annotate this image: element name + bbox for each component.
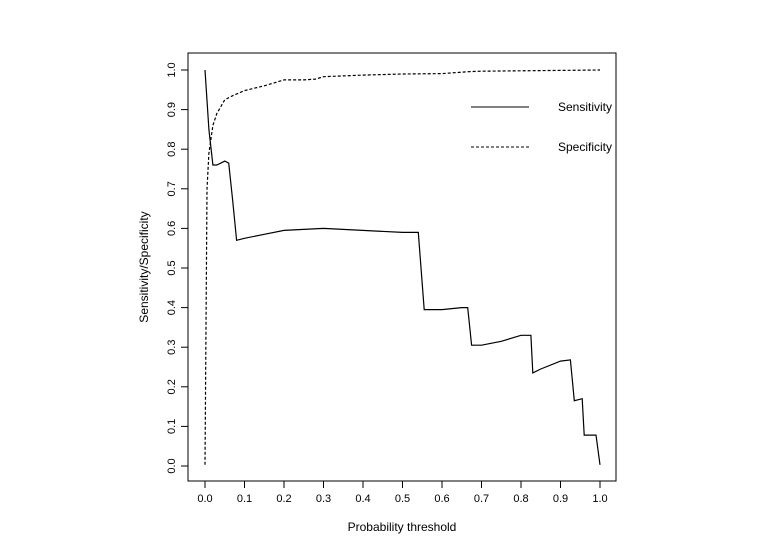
series-layer [204, 69, 601, 465]
y-tick-label: 0.3 [166, 340, 178, 355]
x-axis-label: Probability threshold [348, 520, 457, 534]
y-axis: 0.0 0.1 0.2 0.3 0.4 0.5 0.6 0.7 0.8 0.9 1.0 [166, 62, 188, 474]
legend-label-sensitivity: Sensitivity [558, 100, 612, 114]
y-tick-label: 0.7 [166, 181, 178, 196]
y-tick-label: 0.8 [166, 142, 178, 157]
x-tick-label: 0.3 [316, 493, 331, 505]
x-axis: 0.0 0.1 0.2 0.3 0.4 0.5 0.6 0.7 0.8 0.9 1.0 [197, 481, 608, 505]
plot-frame [187, 52, 617, 482]
y-tick-label: 0.9 [166, 102, 178, 117]
series-line-specificity [204, 69, 601, 465]
x-tick-label: 0.0 [197, 493, 212, 505]
y-axis-label: Sensitivity/Specificity [137, 211, 151, 322]
y-tick-label: 0.6 [166, 221, 178, 236]
y-tick-label: 0.1 [166, 419, 178, 434]
y-tick-label: 0.0 [166, 458, 178, 473]
x-tick-label: 0.2 [276, 493, 291, 505]
y-tick-label: 0.5 [166, 260, 178, 275]
legend-label-specificity: Specificity [558, 140, 612, 154]
y-tick-label: 0.2 [166, 379, 178, 394]
legend: Sensitivity Specificity [471, 100, 612, 154]
series-line-sensitivity [204, 69, 601, 465]
x-tick-label: 0.6 [434, 493, 449, 505]
y-tick-label: 1.0 [166, 62, 178, 77]
x-tick-label: 1.0 [592, 493, 607, 505]
x-tick-label: 0.1 [237, 493, 252, 505]
x-tick-label: 0.9 [553, 493, 568, 505]
x-tick-label: 0.8 [513, 493, 528, 505]
x-tick-label: 0.4 [355, 493, 370, 505]
y-tick-label: 0.4 [166, 300, 178, 315]
x-tick-label: 0.7 [474, 493, 489, 505]
x-tick-label: 0.5 [395, 493, 410, 505]
